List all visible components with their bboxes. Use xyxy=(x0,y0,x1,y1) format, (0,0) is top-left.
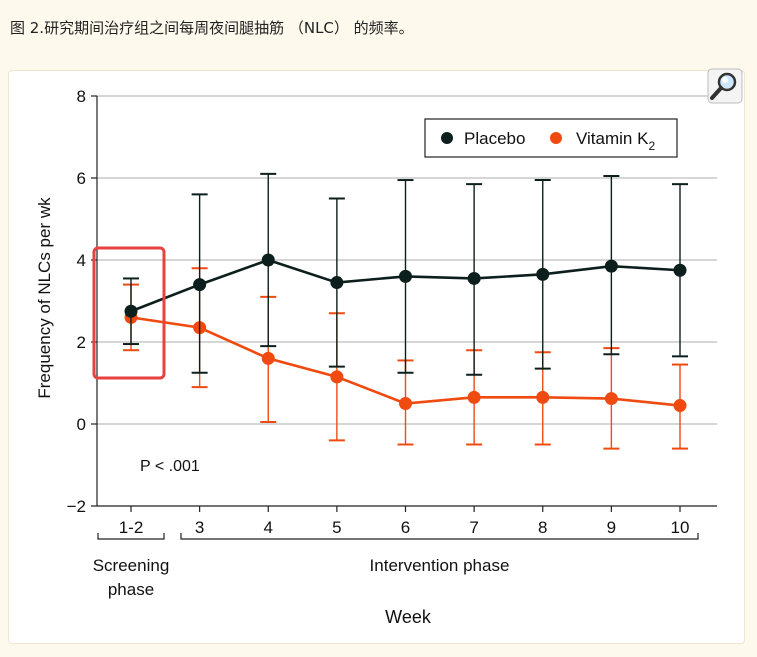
data-point-vitamin-k2 xyxy=(467,390,481,404)
series-layer xyxy=(123,172,688,450)
y-tick-label: 6 xyxy=(77,169,86,188)
y-tick-label: 8 xyxy=(77,87,86,106)
data-point-placebo xyxy=(467,271,481,285)
data-point-vitamin-k2 xyxy=(604,392,618,406)
x-tick-label: 10 xyxy=(671,518,690,537)
data-point-vitamin-k2 xyxy=(536,390,550,404)
data-point-vitamin-k2 xyxy=(261,351,275,365)
y-axis: −2 0 2 4 6 8 xyxy=(67,87,98,516)
data-point-placebo xyxy=(124,304,138,318)
p-value-annotation: P < .001 xyxy=(140,458,200,475)
phase-label-line2: phase xyxy=(108,580,154,599)
x-tick-label: 4 xyxy=(264,518,273,537)
magnifier-icon[interactable] xyxy=(707,68,743,104)
data-point-vitamin-k2 xyxy=(673,399,687,413)
legend-label-vitamin-k2-text: Vitamin K xyxy=(576,129,649,148)
y-tick-label: −2 xyxy=(67,497,86,516)
legend-marker-vitamin-k2 xyxy=(550,132,562,144)
data-point-placebo xyxy=(193,278,207,292)
highlight-box xyxy=(92,246,166,380)
y-tick-label: 4 xyxy=(77,251,86,270)
phase-label: Intervention phase xyxy=(370,556,510,575)
data-point-placebo xyxy=(536,267,550,281)
x-tick-label: 1-2 xyxy=(119,518,144,537)
data-point-placebo xyxy=(604,259,618,273)
legend-label-vitamin-k2: Vitamin K2 xyxy=(576,129,655,153)
x-tick-label: 8 xyxy=(538,518,547,537)
y-axis-label: Frequency of NLCs per wk xyxy=(35,197,54,399)
figure-card xyxy=(8,70,745,644)
data-point-vitamin-k2 xyxy=(399,397,412,410)
phase-label: Screening xyxy=(93,556,170,575)
x-tick-label: 5 xyxy=(332,518,341,537)
phase-bracket xyxy=(97,533,165,540)
grid-lines xyxy=(97,95,717,425)
data-point-vitamin-k2 xyxy=(330,370,344,384)
data-point-placebo xyxy=(673,263,687,277)
x-tick-label: 6 xyxy=(401,518,410,537)
x-axis-label: Week xyxy=(385,607,432,627)
data-point-placebo xyxy=(399,269,412,283)
x-tick-label: 7 xyxy=(469,518,478,537)
legend-marker-placebo xyxy=(441,132,453,144)
y-tick-label: 2 xyxy=(77,333,86,352)
legend: Placebo Vitamin K2 xyxy=(424,118,678,158)
legend-label-placebo: Placebo xyxy=(464,129,525,148)
x-tick-label: 9 xyxy=(607,518,616,537)
legend-label-subscript: 2 xyxy=(648,139,655,153)
x-axis: 1-2 3 4 5 6 7 8 9 10 xyxy=(97,505,717,537)
figure-caption: 图 2.研究期间治疗组之间每周夜间腿抽筋 （NLC） 的频率。 xyxy=(10,19,414,37)
data-point-placebo xyxy=(261,253,275,267)
phase-bracket xyxy=(180,533,699,540)
y-tick-label: 0 xyxy=(77,415,86,434)
x-tick-label: 3 xyxy=(195,518,204,537)
data-point-placebo xyxy=(330,276,344,290)
highlight-box-layer xyxy=(92,246,166,380)
phase-brackets: Screening phase Intervention phase xyxy=(93,533,699,599)
